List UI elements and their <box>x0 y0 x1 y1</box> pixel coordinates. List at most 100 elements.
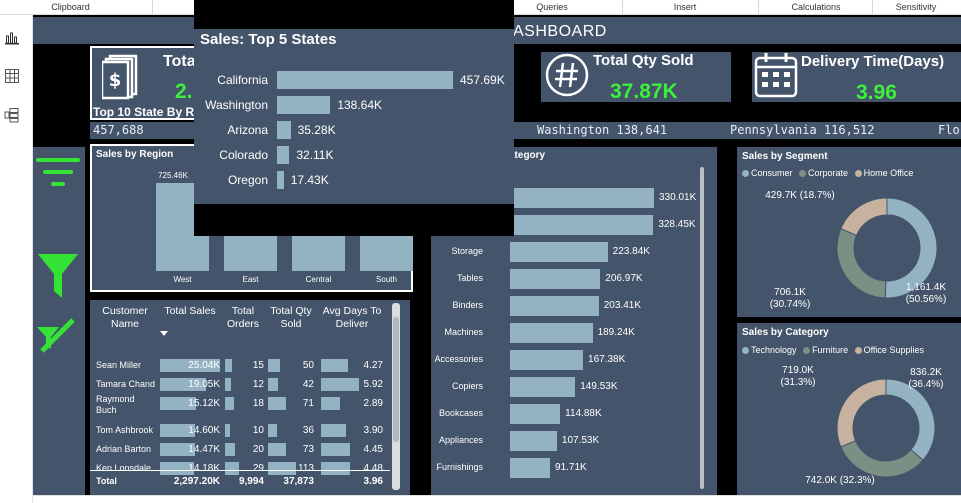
ribbon-group-calculations[interactable]: Calculations <box>791 2 841 12</box>
days-cell: 3.90 <box>363 425 383 436</box>
subcategory-bar[interactable] <box>510 377 576 397</box>
subcategory-bar[interactable] <box>510 242 608 262</box>
customer-table: Customer Name Total Sales Total Orders T… <box>90 300 410 495</box>
legend-item-corporate[interactable]: Corporate <box>795 168 848 178</box>
subcategory-tick-label: Furnishings <box>436 462 483 472</box>
subcategory-value-label: 330.01K <box>659 192 697 203</box>
ribbon-group-insert[interactable]: Insert <box>673 2 697 12</box>
days-data-bar <box>321 462 350 475</box>
ribbon-group-clipboard[interactable]: Clipboard <box>51 2 90 12</box>
orders-data-bar <box>225 424 230 437</box>
subcategory-bar[interactable] <box>510 431 557 451</box>
table-scrollbar[interactable] <box>392 303 400 490</box>
ticker-item: Flo <box>938 123 960 137</box>
slice-technology[interactable] <box>885 378 936 461</box>
col-header-total-sales[interactable]: Total Sales <box>164 305 216 317</box>
days-data-bar <box>321 443 350 456</box>
subcategory-bar[interactable] <box>510 296 599 316</box>
tooltip-state-bar <box>277 121 291 139</box>
qty-data-bar <box>268 397 286 410</box>
filter-lines-icon[interactable] <box>36 154 80 190</box>
col-header-customer[interactable]: Customer Name <box>102 305 148 330</box>
segment-chart-title: Sales by Segment <box>742 151 828 162</box>
legend-label: Corporate <box>808 168 849 178</box>
days-cell: 5.92 <box>363 379 383 390</box>
qty-data-bar <box>268 359 281 372</box>
slice-home-office[interactable] <box>840 197 888 236</box>
tooltip-state-label: Colorado <box>219 148 268 162</box>
subcategory-bar[interactable] <box>510 350 584 370</box>
kpi-total-qty-value: 37.87K <box>610 80 678 103</box>
dashboard-title: ASHBOARD <box>513 23 607 40</box>
subcategory-scrollbar[interactable] <box>700 167 704 489</box>
legend-item-furniture[interactable]: Furniture <box>799 345 848 355</box>
ribbon-group-queries[interactable]: Queries <box>536 2 568 12</box>
subcategory-value-label: 206.97K <box>605 273 643 284</box>
clear-filter-icon[interactable] <box>37 315 79 357</box>
orders-cell: 15 <box>252 360 264 371</box>
kpi-delivery-title: Delivery Time(Days) <box>801 53 945 70</box>
view-switcher-pane <box>0 15 33 503</box>
col-header-avg-days[interactable]: Avg Days To Deliver <box>322 305 382 330</box>
legend-item-technology[interactable]: Technology <box>742 345 797 355</box>
tooltip-state-label: Oregon <box>227 173 268 187</box>
legend-item-consumer[interactable]: Consumer <box>742 168 793 178</box>
slice-consumer[interactable] <box>884 197 938 299</box>
report-view-icon[interactable] <box>4 30 20 46</box>
sales-cell: 15.12K <box>188 398 220 409</box>
subcategory-tick-label: Appliances <box>438 435 483 445</box>
legend-item-office-supplies[interactable]: Office Supplies <box>851 345 924 355</box>
region-bar-south[interactable] <box>360 236 413 271</box>
customer-name-cell: Tamara Chand <box>96 379 156 389</box>
subcategory-bar[interactable] <box>510 404 561 424</box>
orders-data-bar <box>225 443 235 456</box>
tooltip-state-value: 35.28K <box>297 123 336 137</box>
tooltip-top5-states: Sales: Top 5 States California 457.69K Was… <box>194 0 514 236</box>
scrollbar-thumb[interactable] <box>393 317 399 442</box>
tooltip-state-bar <box>277 146 290 164</box>
qty-cell: 42 <box>302 379 314 390</box>
tooltip-state-label: Washington <box>205 98 268 112</box>
ribbon-separator <box>152 0 153 14</box>
tooltip-state-value: 32.11K <box>296 148 334 162</box>
total-divider <box>90 470 390 471</box>
filter-funnel-icon[interactable] <box>38 254 78 300</box>
days-data-bar <box>321 397 340 410</box>
tooltip-state-bar <box>277 171 284 189</box>
tooltip-state-bar <box>277 96 331 114</box>
category-legend: Technology Furniture Office Supplies <box>742 345 924 355</box>
subcategory-bar[interactable] <box>510 215 654 235</box>
legend-item-home-office[interactable]: Home Office <box>851 168 913 178</box>
sales-cell: 19.05K <box>188 379 220 390</box>
col-header-total-qty[interactable]: Total Qty Sold <box>270 305 312 330</box>
money-stack-icon: $ <box>102 54 138 100</box>
slice-corporate[interactable] <box>836 228 887 299</box>
subcategory-tick-label: Binders <box>452 300 483 310</box>
subcategory-bar[interactable] <box>510 458 551 478</box>
sort-desc-icon[interactable] <box>160 331 168 336</box>
segment-donut[interactable] <box>737 147 961 317</box>
sales-data-bar <box>160 397 197 410</box>
col-header-total-orders[interactable]: Total Orders <box>226 305 260 330</box>
region-tick-south: South <box>376 275 397 284</box>
subcategory-bar[interactable] <box>510 323 593 343</box>
tooltip-state-bar <box>277 71 453 89</box>
category-label-office-supplies: 719.0K (31.3%) <box>780 365 816 388</box>
ribbon-group-sensitivity[interactable]: Sensitivity <box>895 2 937 12</box>
table-view-icon[interactable] <box>4 68 20 84</box>
qty-data-bar <box>268 443 287 456</box>
subcategory-chart-title: ategory <box>509 150 546 161</box>
subcategory-bar[interactable] <box>510 188 654 208</box>
days-cell: 2.89 <box>363 398 383 409</box>
customer-name-cell: Sean Miller <box>96 360 142 370</box>
slice-furniture[interactable] <box>840 440 924 478</box>
region-chart-title: Sales by Region <box>96 149 174 160</box>
tooltip-title: Sales: Top 5 States <box>200 31 337 48</box>
model-view-icon[interactable] <box>4 107 20 123</box>
subcategory-bar[interactable] <box>510 269 601 289</box>
slice-office-supplies[interactable] <box>836 378 887 448</box>
orders-data-bar <box>225 397 234 410</box>
tooltip-state-label: Arizona <box>227 123 268 137</box>
subcategory-value-label: 203.41K <box>603 300 642 311</box>
category-donut[interactable] <box>737 323 961 495</box>
